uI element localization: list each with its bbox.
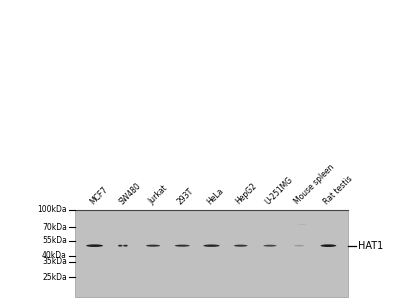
Ellipse shape (86, 244, 103, 247)
Ellipse shape (203, 244, 220, 247)
Text: U-251MG: U-251MG (264, 175, 295, 206)
Ellipse shape (118, 245, 123, 247)
Text: 100kDa: 100kDa (37, 206, 67, 214)
Text: 25kDa: 25kDa (42, 273, 67, 282)
Ellipse shape (146, 245, 160, 247)
Text: HeLa: HeLa (205, 186, 225, 206)
Text: HAT1: HAT1 (358, 241, 383, 251)
Ellipse shape (294, 245, 304, 246)
Text: 40kDa: 40kDa (42, 251, 67, 260)
Ellipse shape (123, 245, 128, 247)
Text: Rat testis: Rat testis (322, 174, 354, 206)
Ellipse shape (175, 245, 190, 247)
Text: MCF7: MCF7 (88, 185, 110, 206)
Text: Jurkat: Jurkat (147, 184, 169, 206)
Bar (75, 210, 348, 297)
Ellipse shape (234, 245, 248, 247)
Ellipse shape (263, 245, 276, 247)
Text: 293T: 293T (176, 186, 196, 206)
Text: SW480: SW480 (118, 181, 143, 206)
Text: 55kDa: 55kDa (42, 236, 67, 246)
Text: Mouse spleen: Mouse spleen (293, 163, 336, 206)
Text: 35kDa: 35kDa (42, 257, 67, 266)
Ellipse shape (298, 224, 307, 225)
Text: HepG2: HepG2 (234, 181, 259, 206)
Text: 70kDa: 70kDa (42, 223, 67, 232)
Ellipse shape (320, 244, 336, 247)
